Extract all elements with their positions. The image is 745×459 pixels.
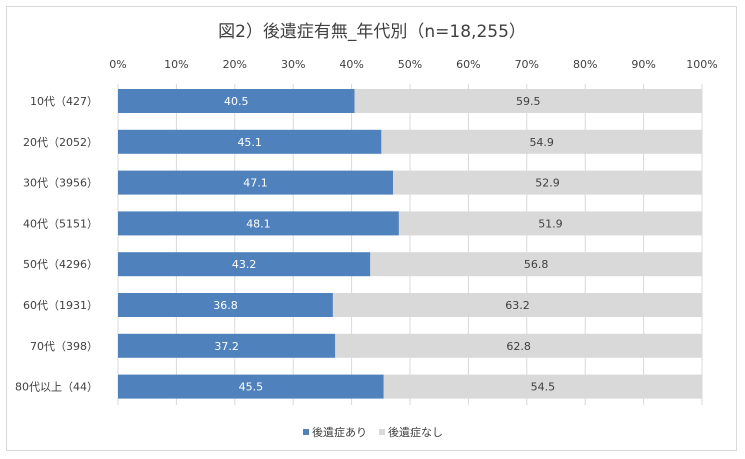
data-label: 59.5 [516, 95, 541, 108]
data-label: 62.8 [506, 340, 531, 353]
legend-swatch [303, 429, 309, 435]
category-label: 80代以上（44） [15, 381, 98, 394]
x-tick-label: 70% [515, 58, 539, 71]
bar-segment [118, 170, 394, 195]
legend-label: 後遺症なし [388, 425, 443, 439]
x-tick-label: 40% [339, 58, 363, 71]
data-label: 54.9 [529, 136, 554, 149]
x-tick-label: 20% [223, 58, 247, 71]
x-tick-label: 30% [281, 58, 305, 71]
data-label: 36.8 [213, 299, 238, 312]
data-label: 40.5 [224, 95, 249, 108]
bar-segment [118, 129, 382, 154]
bar-segment [354, 89, 702, 113]
data-label: 37.2 [214, 340, 239, 353]
data-label: 43.2 [232, 258, 257, 271]
x-tick-label: 50% [398, 58, 422, 71]
data-label: 56.8 [524, 258, 549, 271]
x-tick-label: 80% [573, 58, 597, 71]
bar-segment [118, 252, 371, 277]
category-label: 50代（4296） [23, 258, 98, 271]
bar-segment [370, 252, 702, 277]
category-label: 20代（2052） [23, 136, 98, 149]
bar-segment [398, 211, 702, 236]
data-label: 51.9 [538, 217, 563, 230]
data-label: 52.9 [535, 177, 560, 190]
data-label: 45.5 [239, 381, 264, 394]
data-label: 63.2 [505, 299, 530, 312]
x-tick-label: 0% [109, 58, 126, 71]
x-tick-label: 90% [631, 58, 655, 71]
bar-segment [381, 129, 702, 154]
data-label: 47.1 [243, 177, 268, 190]
category-label: 30代（3956） [23, 177, 98, 190]
legend-swatch [379, 429, 385, 435]
category-label: 10代（427） [30, 95, 98, 108]
bar-segment [118, 374, 384, 399]
bar-segment [335, 333, 702, 358]
category-label: 70代（398） [30, 340, 98, 353]
data-label: 54.5 [531, 381, 556, 394]
legend-label: 後遺症あり [312, 425, 367, 439]
bar-segment [118, 89, 355, 113]
chart-title: 図2）後遺症有無_年代別（n=18,255） [218, 22, 526, 42]
bar-segment [118, 293, 333, 317]
data-label: 45.1 [237, 136, 262, 149]
x-tick-label: 60% [456, 58, 480, 71]
bar-segment [118, 211, 399, 236]
category-label: 40代（5151） [23, 217, 98, 230]
chart-frame [6, 6, 737, 451]
data-label: 48.1 [246, 217, 271, 230]
x-tick-label: 100% [686, 58, 717, 71]
bar-segment [383, 374, 702, 399]
bar-segment [332, 293, 702, 317]
x-tick-label: 10% [164, 58, 188, 71]
bar-segment [393, 170, 702, 195]
category-label: 60代（1931） [23, 299, 98, 312]
bar-segment [118, 333, 336, 358]
